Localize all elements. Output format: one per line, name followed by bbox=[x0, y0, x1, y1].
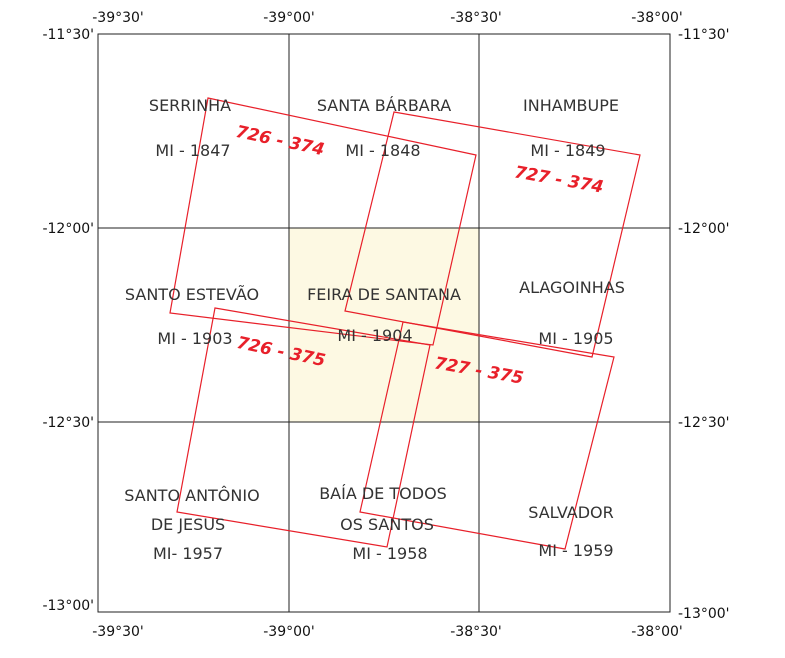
sheet-code: MI - 1849 bbox=[530, 141, 605, 160]
scene-footprints bbox=[169, 97, 641, 550]
coord-right-2: -12°00' bbox=[678, 221, 730, 237]
sheet-code: MI- 1957 bbox=[153, 544, 223, 563]
scene-footprint-727-374 bbox=[344, 111, 641, 358]
sheet-name: SANTO ESTEVÃO bbox=[125, 285, 259, 304]
grid-border bbox=[97, 33, 671, 613]
coord-top-2: -39°00' bbox=[263, 10, 315, 26]
sheet-code: MI - 1847 bbox=[155, 141, 230, 160]
scene-label-726-374: 726 - 374 bbox=[234, 122, 326, 160]
sheet-name-line2: DE JESUS bbox=[151, 515, 225, 534]
coord-bottom-4: -38°00' bbox=[631, 624, 683, 640]
sheet-name: SERRINHA bbox=[149, 96, 231, 115]
scene-footprint-726-375 bbox=[176, 307, 431, 548]
scene-label-727-374: 727 - 374 bbox=[513, 162, 605, 197]
coord-left-4: -13°00' bbox=[42, 598, 94, 614]
sheet-code: MI - 1904 bbox=[337, 326, 412, 345]
sheet-labels: SERRINHA MI - 1847 SANTA BÁRBARA MI - 18… bbox=[124, 96, 625, 563]
scene-footprint-726-374 bbox=[169, 97, 477, 346]
sheet-name: SANTA BÁRBARA bbox=[317, 96, 451, 115]
coordinate-labels: -39°30' -39°00' -38°30' -38°00' -39°30' … bbox=[42, 10, 729, 640]
coord-right-1: -11°30' bbox=[678, 27, 730, 43]
coord-top-4: -38°00' bbox=[631, 10, 683, 26]
sheet-code: MI - 1848 bbox=[345, 141, 420, 160]
coord-right-3: -12°30' bbox=[678, 415, 730, 431]
coord-top-1: -39°30' bbox=[92, 10, 144, 26]
highlighted-sheet-fill bbox=[289, 228, 479, 422]
sheet-code: MI - 1903 bbox=[157, 329, 232, 348]
sheet-name-line2: OS SANTOS bbox=[340, 515, 434, 534]
coord-left-2: -12°00' bbox=[42, 221, 94, 237]
coord-bottom-2: -39°00' bbox=[263, 624, 315, 640]
coord-bottom-3: -38°30' bbox=[450, 624, 502, 640]
coord-left-1: -11°30' bbox=[42, 27, 94, 43]
sheet-name: FEIRA DE SANTANA bbox=[307, 285, 461, 304]
coord-top-3: -38°30' bbox=[450, 10, 502, 26]
scene-footprint-727-375 bbox=[359, 321, 615, 550]
coord-bottom-1: -39°30' bbox=[92, 624, 144, 640]
coord-right-4: -13°00' bbox=[678, 606, 730, 622]
sheet-code: MI - 1905 bbox=[538, 329, 613, 348]
sheet-name: SALVADOR bbox=[528, 503, 613, 522]
sheet-name: BAÍA DE TODOS bbox=[319, 484, 447, 503]
sheet-code: MI - 1958 bbox=[352, 544, 427, 563]
sheet-name: ALAGOINHAS bbox=[519, 278, 625, 297]
sheet-code: MI - 1959 bbox=[538, 541, 613, 560]
sheet-name: INHAMBUPE bbox=[523, 96, 619, 115]
coord-left-3: -12°30' bbox=[42, 415, 94, 431]
sheet-name: SANTO ANTÔNIO bbox=[124, 486, 259, 505]
